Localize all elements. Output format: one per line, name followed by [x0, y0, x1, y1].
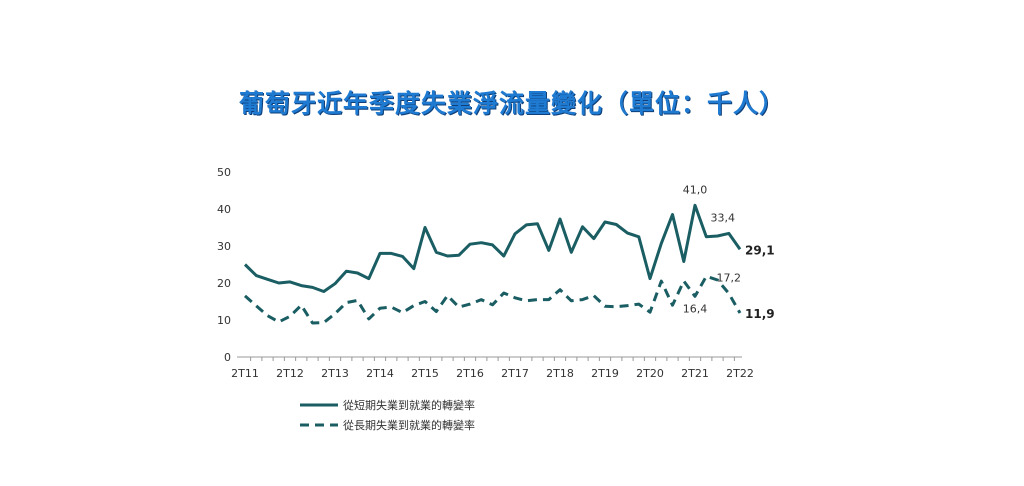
data-labels: 41,0 33,4 29,1 16,4 17,2 11,9 — [683, 183, 775, 321]
y-tick-labels: 0 10 20 30 40 50 — [217, 166, 231, 364]
data-label: 17,2 — [717, 271, 742, 284]
x-tick-label: 2T22 — [726, 367, 754, 380]
legend-label: 從短期失業到就業的轉變率 — [343, 398, 475, 412]
y-tick-label: 10 — [217, 314, 231, 327]
x-tick-label: 2T19 — [591, 367, 619, 380]
x-tick-label: 2T15 — [411, 367, 439, 380]
data-label: 11,9 — [745, 307, 775, 321]
data-label: 41,0 — [683, 183, 708, 196]
x-tick-label: 2T20 — [636, 367, 664, 380]
x-tick-label: 2T11 — [231, 367, 259, 380]
chart-title: 葡萄牙近年季度失業淨流量變化（單位：千人） — [238, 89, 785, 118]
short-term-series-line — [243, 203, 742, 293]
series-lines — [243, 203, 742, 325]
x-tick-label: 2T12 — [276, 367, 304, 380]
y-tick-label: 40 — [217, 203, 231, 216]
x-tick-label: 2T16 — [456, 367, 484, 380]
legend-label: 從長期失業到就業的轉變率 — [343, 418, 475, 432]
y-tick-label: 50 — [217, 166, 231, 179]
x-tick-label: 2T17 — [501, 367, 529, 380]
x-tick-label: 2T21 — [681, 367, 709, 380]
y-tick-label: 0 — [224, 351, 231, 364]
x-tick-labels: 2T11 2T12 2T13 2T14 2T15 2T16 2T17 2T18 2T19 2T20… — [231, 357, 754, 380]
long-term-series-line — [244, 274, 742, 325]
y-tick-label: 20 — [217, 277, 231, 290]
x-tick-label: 2T14 — [366, 367, 394, 380]
x-tick-label: 2T13 — [321, 367, 349, 380]
data-label: 33,4 — [711, 211, 736, 224]
y-tick-label: 30 — [217, 240, 231, 253]
data-label: 29,1 — [745, 243, 775, 257]
x-tick-label: 2T18 — [546, 367, 574, 380]
data-label: 16,4 — [683, 302, 708, 315]
